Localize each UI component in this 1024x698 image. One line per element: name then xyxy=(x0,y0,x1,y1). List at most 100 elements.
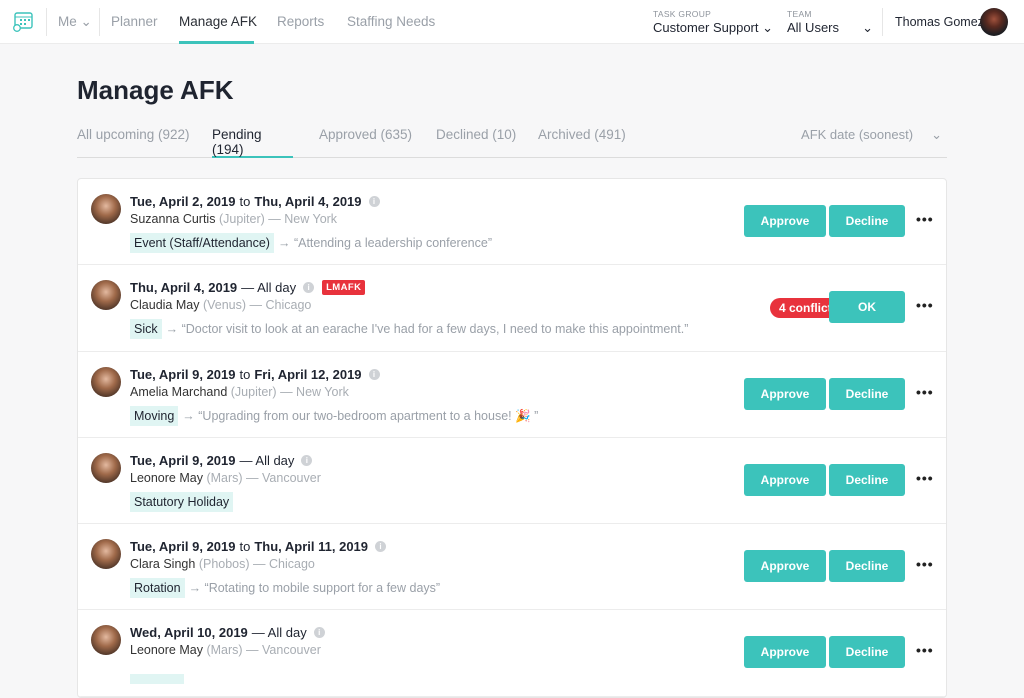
calendar-clock-icon[interactable] xyxy=(12,10,34,32)
afk-reason: → “Upgrading from our two-bedroom apartm… xyxy=(182,408,539,423)
sort-label: AFK date (soonest) xyxy=(801,127,914,142)
avatar xyxy=(91,539,121,570)
chevron-down-icon: ⌄ xyxy=(862,20,873,35)
employee-city: — New York xyxy=(280,384,349,399)
employee-city: — Chicago xyxy=(253,557,315,572)
nav-staffing-needs[interactable]: Staffing Needs xyxy=(347,14,436,29)
tab-all-upcoming[interactable]: All upcoming (922) xyxy=(77,127,190,142)
end-date: Fri, April 12, 2019 xyxy=(254,366,362,382)
decline-button[interactable]: Decline xyxy=(829,205,905,237)
employee-city: — Vancouver xyxy=(246,643,321,658)
date-connector: to xyxy=(239,539,251,555)
employee-name: Suzanna Curtis xyxy=(130,212,216,226)
afk-reason: → “Rotating to mobile support for a few … xyxy=(188,581,441,596)
tab-pending[interactable]: Pending (194) xyxy=(212,127,293,158)
avatar xyxy=(91,280,121,311)
info-icon[interactable]: i xyxy=(313,627,325,639)
approve-button[interactable]: Approve xyxy=(744,377,826,410)
employee-city: — New York xyxy=(268,212,338,226)
info-icon[interactable]: i xyxy=(303,282,315,294)
afk-type-tag: Statutory Holiday xyxy=(130,491,234,512)
task-group-select[interactable]: Customer Support ⌄ xyxy=(653,20,773,36)
more-options-icon[interactable]: ••• xyxy=(916,556,934,573)
avatar xyxy=(91,452,121,483)
more-options-icon[interactable]: ••• xyxy=(916,383,934,400)
nav-reports[interactable]: Reports xyxy=(277,14,325,29)
chevron-down-icon: ⌄ xyxy=(762,20,774,35)
afk-reason: → “Attending a leadership conference” xyxy=(277,236,492,250)
page-title: Manage AFK xyxy=(77,75,234,105)
employee-team: (Jupiter) xyxy=(218,212,265,226)
afk-request-row: Tue, April 9, 2019 to Fri, April 12, 2019 i… xyxy=(78,352,946,438)
avatar xyxy=(91,625,121,656)
afk-request-row: Thu, April 4, 2019— All day i LMAFK Claudi… xyxy=(78,265,946,352)
date-connector: — All day xyxy=(241,280,297,296)
employee-city: — Vancouver xyxy=(246,470,321,485)
team-label: TEAM xyxy=(787,9,812,19)
date-connector: — All day xyxy=(251,625,307,641)
team-select[interactable]: All Users ⌄ xyxy=(787,20,873,35)
more-options-icon[interactable]: ••• xyxy=(916,211,934,227)
afk-request-row: Tue, April 9, 2019 to Thu, April 11, 2019 i… xyxy=(78,524,946,611)
decline-button[interactable]: Decline xyxy=(829,377,905,410)
approve-button[interactable]: Approve xyxy=(744,205,826,237)
afk-type-tag: Rotation xyxy=(130,578,185,599)
me-label: Me xyxy=(58,14,77,29)
lmafk-badge: LMAFK xyxy=(322,280,366,296)
approve-button[interactable]: Approve xyxy=(744,463,826,496)
user-avatar[interactable] xyxy=(980,8,1008,36)
nav-planner[interactable]: Planner xyxy=(111,14,158,29)
employee-team: (Mars) xyxy=(206,470,243,485)
me-menu[interactable]: Me ⌄ xyxy=(58,14,92,30)
employee-team: (Mars) xyxy=(206,643,243,658)
tab-declined[interactable]: Declined (10) xyxy=(436,127,517,142)
info-icon[interactable]: i xyxy=(375,541,387,553)
employee-name: Amelia Marchand xyxy=(130,384,228,399)
employee-city: — Chicago xyxy=(249,298,312,313)
tab-archived[interactable]: Archived (491) xyxy=(538,127,626,142)
start-date: Tue, April 9, 2019 xyxy=(130,539,236,555)
start-date: Tue, April 9, 2019 xyxy=(130,452,236,468)
more-options-icon[interactable]: ••• xyxy=(916,469,934,486)
employee-name: Leonore May xyxy=(130,470,203,485)
tab-approved[interactable]: Approved (635) xyxy=(319,127,413,142)
status-tabs: All upcoming (922) Pending (194) Approve… xyxy=(77,127,947,158)
afk-request-row: Tue, April 9, 2019— All day i Leonore May… xyxy=(78,438,946,525)
info-icon[interactable]: i xyxy=(368,368,380,380)
team-value: All Users xyxy=(787,20,840,35)
date-connector: — All day xyxy=(239,452,295,468)
decline-button[interactable]: Decline xyxy=(829,463,905,496)
start-date: Thu, April 4, 2019 xyxy=(130,280,238,296)
info-icon[interactable]: i xyxy=(301,454,313,466)
ok-button[interactable]: OK xyxy=(829,291,905,324)
end-date: Thu, April 4, 2019 xyxy=(254,194,362,209)
decline-button[interactable]: Decline xyxy=(829,636,905,669)
employee-team: (Jupiter) xyxy=(230,384,277,399)
avatar xyxy=(91,194,121,224)
start-date: Wed, April 10, 2019 xyxy=(130,625,248,641)
employee-name: Clara Singh xyxy=(130,557,196,572)
employee-name: Claudia May xyxy=(130,298,200,313)
end-date: Thu, April 11, 2019 xyxy=(254,539,369,555)
approve-button[interactable]: Approve xyxy=(744,636,826,669)
task-group-value: Customer Support xyxy=(653,20,759,35)
chevron-down-icon: ⌄ xyxy=(80,14,92,29)
decline-button[interactable]: Decline xyxy=(829,550,905,583)
info-icon[interactable]: i xyxy=(368,196,380,207)
more-options-icon[interactable]: ••• xyxy=(916,642,934,659)
approve-button[interactable]: Approve xyxy=(744,550,826,583)
start-date: Tue, April 9, 2019 xyxy=(130,366,236,382)
sort-select[interactable]: AFK date (soonest) ⌄ xyxy=(801,127,942,143)
more-options-icon[interactable]: ••• xyxy=(916,297,934,314)
start-date: Tue, April 2, 2019 xyxy=(130,194,236,209)
employee-name: Leonore May xyxy=(130,643,203,658)
afk-type-tag: Event (Staff/Attendance) xyxy=(130,233,274,253)
afk-type-tag: Sick xyxy=(130,319,162,340)
afk-type-tag: Moving xyxy=(130,405,179,426)
afk-request-row: Wed, April 10, 2019— All day i Leonore Ma… xyxy=(78,610,946,697)
date-connector: to xyxy=(239,194,251,209)
nav-manage-afk[interactable]: Manage AFK xyxy=(179,14,258,29)
conflicts-badge[interactable]: 4 conflicts xyxy=(770,298,848,319)
employee-team: (Venus) xyxy=(202,298,247,313)
user-name[interactable]: Thomas Gomez xyxy=(895,15,984,29)
